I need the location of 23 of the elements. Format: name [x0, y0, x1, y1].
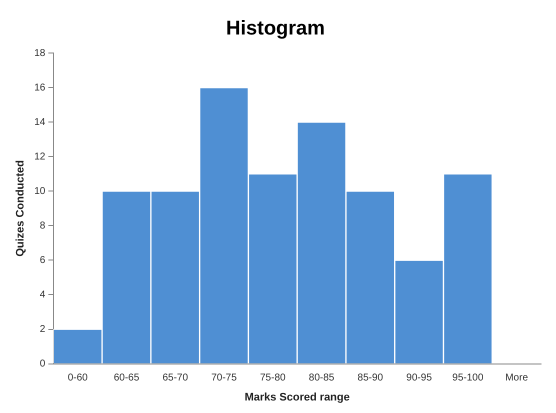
x-tick-label: 85-90 [358, 372, 384, 384]
y-tick-label: 10 [34, 186, 46, 197]
x-tick-label: 75-80 [260, 372, 286, 384]
y-tick-label: 2 [40, 324, 46, 336]
x-tick-label: 65-70 [162, 372, 188, 384]
x-tick-label: 60-65 [114, 372, 140, 384]
y-axis-title: Quizes Conducted [14, 160, 27, 257]
y-tick-label: 18 [34, 48, 46, 59]
y-tick-label: 0 [40, 358, 46, 370]
y-tick-label: 14 [34, 116, 46, 128]
y-tick-label: 8 [40, 220, 46, 232]
chart-title: Histogram [226, 18, 325, 40]
x-axis-title: Marks Scored range [244, 391, 350, 404]
x-tick-label: 90-95 [406, 372, 432, 384]
y-tick-label: 12 [34, 151, 46, 162]
y-tick-label: 4 [40, 289, 46, 300]
x-tick-label: 95-100 [452, 372, 484, 384]
x-tick-label: 0-60 [68, 372, 88, 384]
y-tick-label: 16 [34, 82, 46, 94]
y-tick-label: 6 [40, 254, 46, 266]
x-tick-label: More [505, 372, 528, 384]
x-tick-label: 80-85 [308, 372, 335, 384]
x-tick-label: 70-75 [211, 372, 238, 384]
